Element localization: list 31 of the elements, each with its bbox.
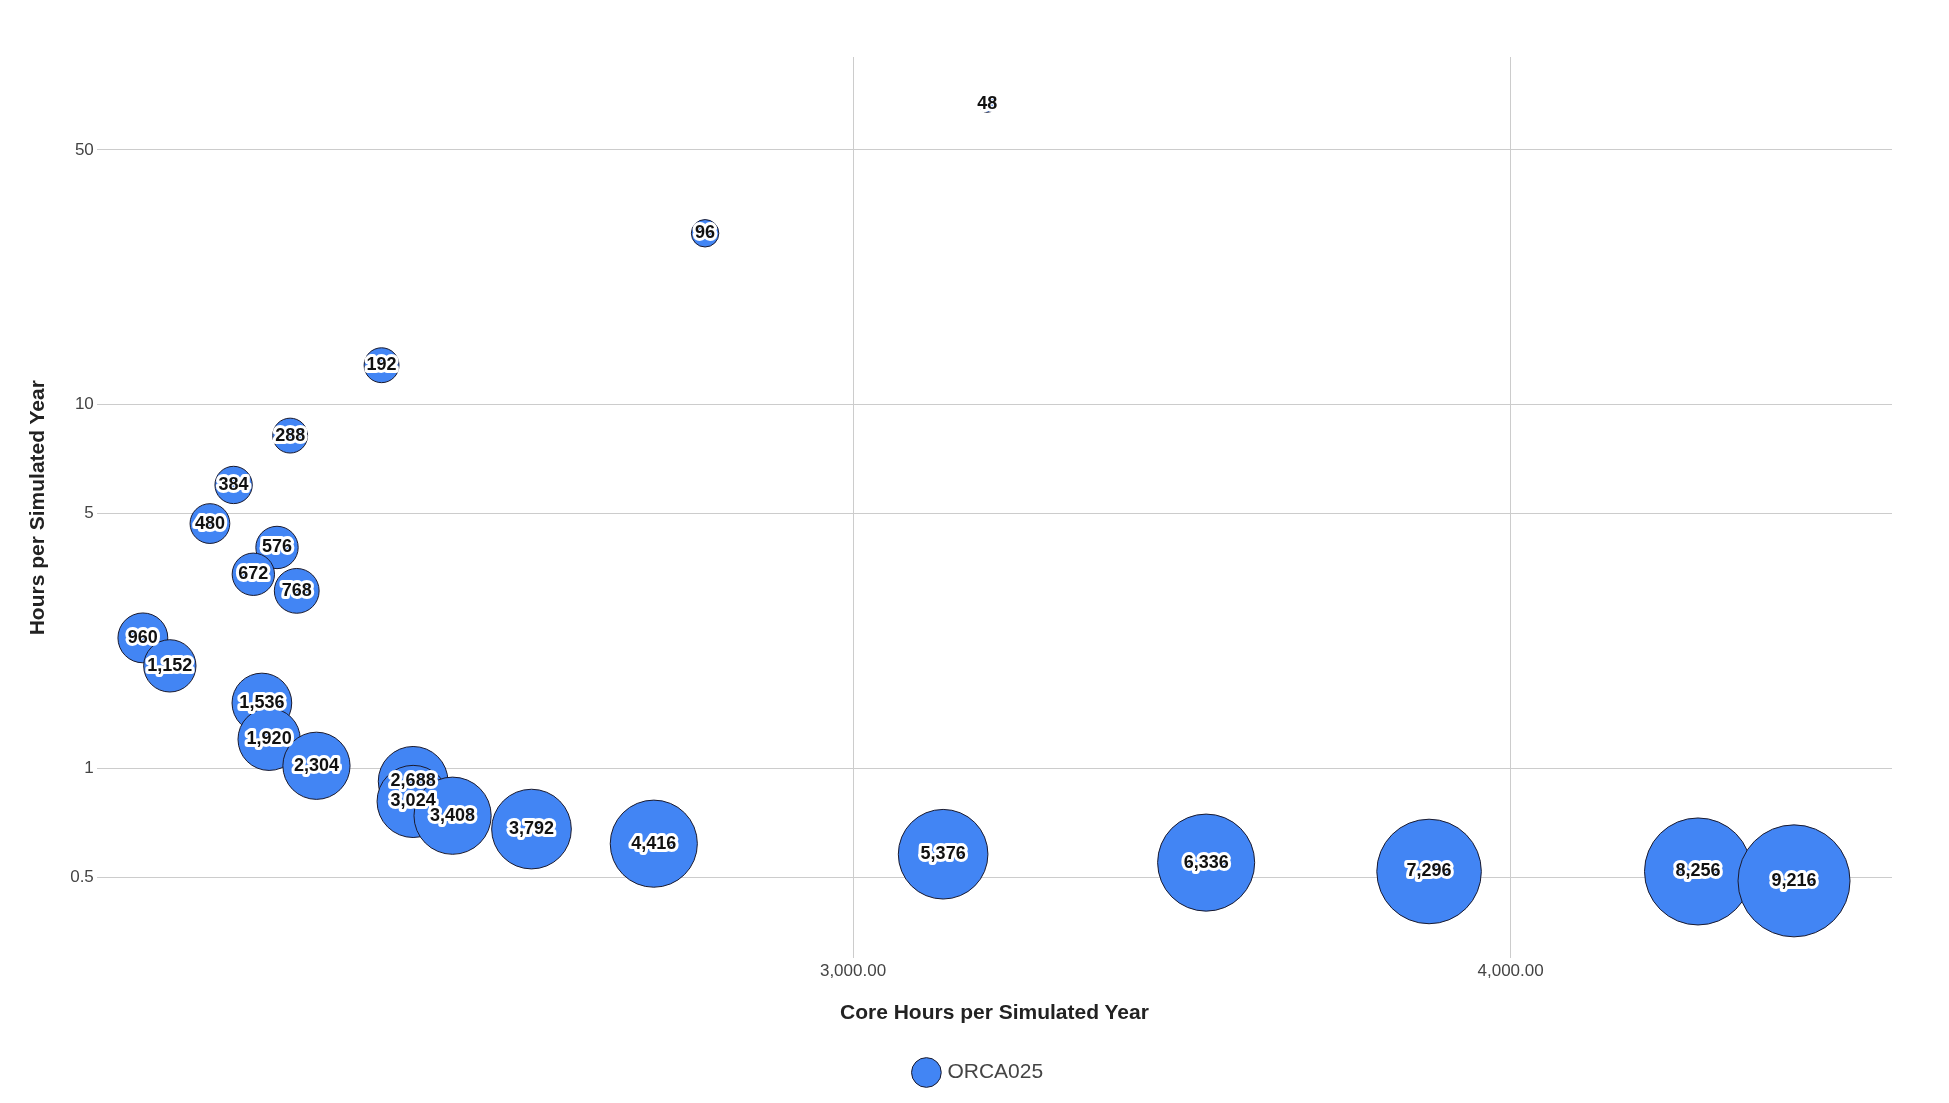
annotation: 672 bbox=[238, 563, 269, 584]
annotation: 384 bbox=[218, 473, 249, 494]
y-tick-label: 0.5 bbox=[70, 867, 94, 887]
annotation: 960 bbox=[127, 626, 158, 647]
annotation: 6,336 bbox=[1183, 851, 1229, 872]
annotation: 288 bbox=[275, 424, 306, 445]
annotation: 4,416 bbox=[631, 832, 677, 853]
y-axis-title: Hours per Simulated Year bbox=[25, 380, 49, 636]
annotation: 1,536 bbox=[239, 691, 285, 712]
y-tick-label: 1 bbox=[84, 757, 94, 777]
x-tick-label: 3,000.00 bbox=[819, 961, 887, 981]
y-tick-label: 10 bbox=[74, 393, 94, 413]
annotation: 192 bbox=[366, 354, 397, 375]
annotation: 96 bbox=[695, 222, 716, 243]
annotation: 2,304 bbox=[293, 754, 339, 775]
y-tick-label: 5 bbox=[84, 503, 94, 523]
annotation: 2,688 bbox=[390, 770, 436, 791]
annotation: 8,256 bbox=[1675, 860, 1721, 881]
annotation: 768 bbox=[281, 579, 312, 600]
annotation: 9,216 bbox=[1771, 869, 1817, 890]
annotation: 1,920 bbox=[246, 728, 292, 749]
annotation: 7,296 bbox=[1406, 860, 1452, 881]
legend-label: ORCA025 bbox=[947, 1059, 1044, 1083]
annotation: 1,152 bbox=[147, 654, 193, 675]
annotation: 3,792 bbox=[508, 818, 555, 839]
annotation: 5,376 bbox=[920, 843, 966, 864]
annotation: 480 bbox=[194, 512, 225, 533]
x-tick-label: 4,000.00 bbox=[1477, 961, 1544, 981]
x-axis-title: Core Hours per Simulated Year bbox=[839, 1000, 1149, 1024]
annotation: 576 bbox=[261, 536, 293, 557]
y-tick-label: 50 bbox=[74, 139, 94, 159]
